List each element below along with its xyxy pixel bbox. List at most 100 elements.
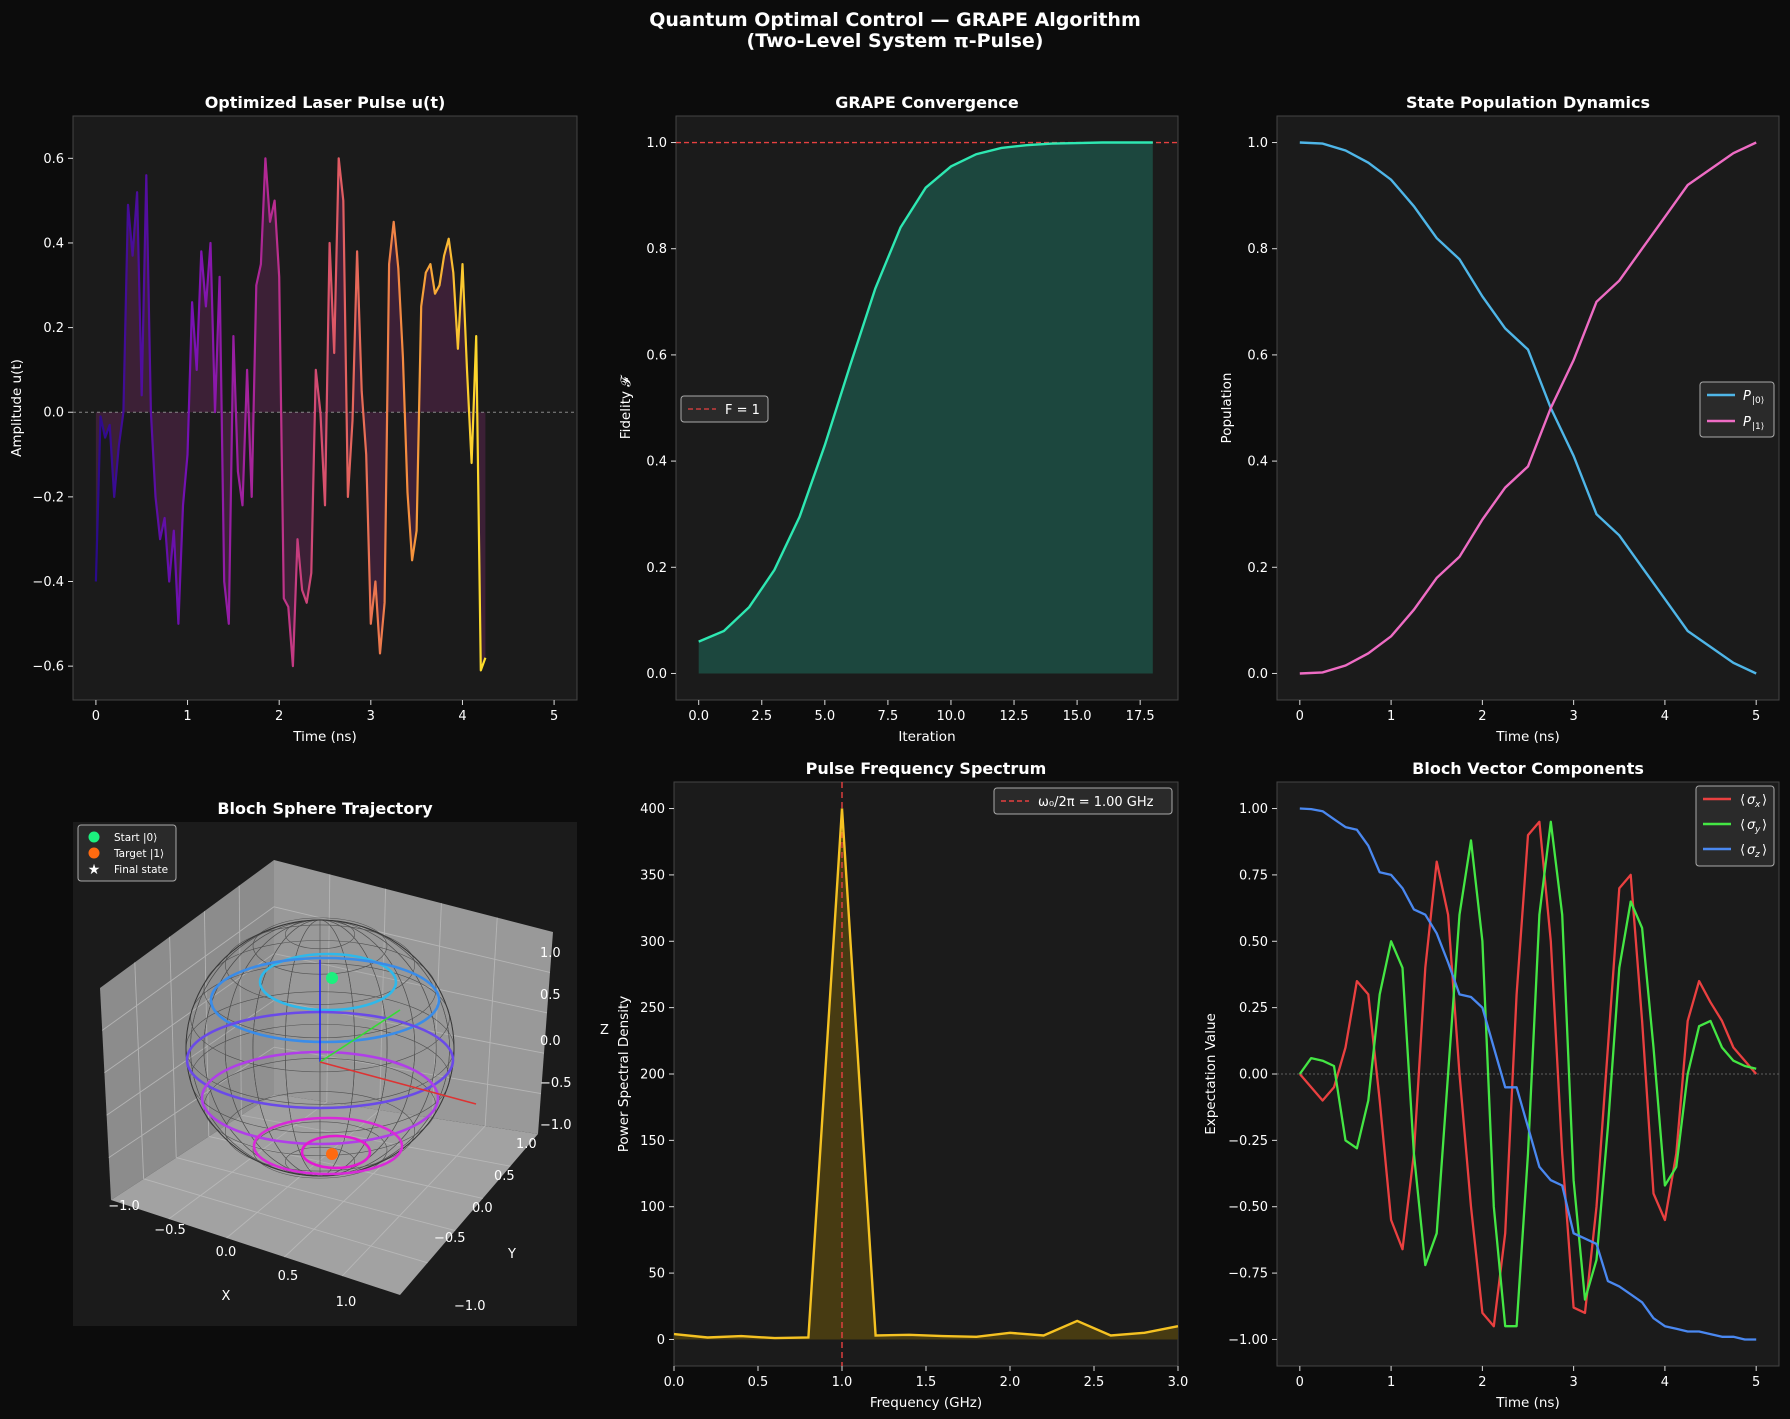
y-tick-label: 250 — [640, 1001, 665, 1016]
x-tick-label: 0.0 — [688, 709, 709, 724]
y-tick-label: 0.2 — [646, 561, 667, 576]
trajectory-ring — [258, 952, 398, 1012]
grid-line — [101, 906, 275, 1031]
x-tick-label: 2.5 — [751, 709, 772, 724]
spectrum-panel: 0.0 0.5 1.0 1.5 2.0 2.5 3.0 0 50 100 150 200 250 300 3… — [616, 759, 1188, 1411]
x-tick-label: 0 — [92, 709, 100, 724]
population-panel: 0 1 2 3 4 5 0.0 0.2 0.4 0.6 0.8 1.0 State Population… — [1219, 93, 1780, 745]
x-tick-label: 0.0 — [216, 1245, 237, 1260]
legend-box — [1695, 785, 1775, 867]
grid-line — [484, 917, 498, 1127]
panel-title: Bloch Sphere Trajectory — [217, 799, 433, 818]
p1-line — [1299, 141, 1757, 675]
legend-bracket: ⟨ — [1740, 843, 1745, 858]
sigma-x-line — [1298, 820, 1758, 1328]
legend-subscript: |0⟩ — [1752, 396, 1764, 406]
y-tick-label: 350 — [640, 868, 665, 883]
y-tick-label: 0.50 — [1239, 935, 1268, 950]
y-axis-arrow — [319, 1009, 401, 1063]
fidelity-fill — [698, 142, 1153, 674]
pulse-panel: 0 1 2 3 4 5 −0.6 −0.4 −0.2 0.0 0.2 0.4 0.6 Optimized … — [9, 93, 578, 745]
z-tick-label: 1.0 — [540, 946, 561, 961]
legend-label: Start |0⟩ — [114, 832, 157, 844]
grid-line — [273, 1046, 542, 1095]
y-tick-label: −0.2 — [32, 490, 64, 505]
x-tick-label: 1.0 — [336, 1295, 357, 1310]
x-axis-arrow — [319, 1061, 477, 1105]
y-tick-label: 50 — [648, 1267, 665, 1282]
y-tick-label: 150 — [640, 1134, 665, 1149]
x-tick-label: 3 — [1569, 709, 1577, 724]
y-tick-label: 1.0 — [646, 136, 667, 151]
legend-label: Final state — [114, 864, 168, 876]
y-tick-label: 0.4 — [43, 236, 64, 251]
p0-line — [1299, 141, 1757, 675]
convergence-panel: 0.0 2.5 5.0 7.5 10.0 12.5 15.0 17.5 0.0 0.2 0.4 0.6… — [618, 93, 1179, 745]
y-tick-label: 1.0 — [1247, 136, 1268, 151]
x-axis-label: Time (ns) — [1495, 1395, 1559, 1411]
y-tick-label: 0.00 — [1239, 1068, 1268, 1083]
x-tick-label: 0 — [1296, 1375, 1304, 1390]
plot-area — [1276, 781, 1780, 1367]
x-tick-label: 2 — [1478, 1375, 1486, 1390]
fidelity-line — [698, 141, 1153, 643]
legend-bracket: ⟩ — [1762, 843, 1767, 858]
legend-label: P — [1743, 415, 1751, 430]
x-tick-label: −1.0 — [108, 1199, 140, 1214]
x-tick-label: 2.5 — [1084, 1375, 1105, 1390]
grid-line — [134, 962, 145, 1179]
grid-line — [341, 1125, 486, 1277]
y-tick-label: −0.6 — [32, 660, 64, 675]
legend-subscript: y — [1754, 825, 1761, 835]
x-tick-label: 1 — [1387, 709, 1395, 724]
pulse-fill — [95, 158, 486, 671]
x-tick-label: 5.0 — [814, 709, 835, 724]
y-tick-label: 100 — [640, 1200, 665, 1215]
legend: Start |0⟩ Target |1⟩ ★ Final state — [77, 824, 177, 882]
legend-marker — [88, 831, 100, 843]
legend-box — [993, 787, 1173, 815]
grid-line — [168, 1101, 328, 1220]
y-tick-label: −1.00 — [1228, 1333, 1268, 1348]
legend-label: F = 1 — [725, 403, 760, 418]
legend-bracket: ⟨ — [1740, 818, 1745, 833]
legend-label: σ — [1747, 818, 1756, 833]
y-tick-label: 0.5 — [494, 1169, 515, 1184]
z-tick-label: 0.0 — [540, 1034, 561, 1049]
x-tick-label: 17.5 — [1126, 709, 1155, 724]
plot-area — [1276, 115, 1780, 701]
y-tick-label: 0.6 — [646, 348, 667, 363]
grid-line — [169, 936, 177, 1158]
legend: F = 1 — [680, 395, 769, 423]
y-tick-label: 0.0 — [472, 1201, 493, 1216]
panel-title: State Population Dynamics — [1406, 93, 1650, 112]
x-tick-label: 4 — [1661, 1375, 1669, 1390]
y-tick-label: 0.8 — [646, 242, 667, 257]
sigma-y-line — [1298, 820, 1757, 1328]
y-tick-label: 0.0 — [646, 667, 667, 682]
bloch-sphere-panel: Bloch Sphere Trajectory 1.0 0.5 0.0 −0.5 −1.0… — [73, 799, 609, 1326]
figure-title: Quantum Optimal Control — GRAPE Algorith… — [649, 9, 1141, 31]
z-tick-label: 0.5 — [540, 988, 561, 1003]
panel-title: Bloch Vector Components — [1412, 759, 1644, 778]
x-tick-label: 1.0 — [832, 1375, 853, 1390]
grid-line — [143, 1178, 428, 1264]
spectrum-line — [673, 808, 1179, 1340]
y-axis-label: Y — [507, 1247, 516, 1262]
x-tick-label: 0.5 — [748, 1375, 769, 1390]
trajectory-ring — [252, 1116, 404, 1176]
legend-marker: ★ — [88, 862, 101, 878]
legend-label: σ — [1747, 843, 1756, 858]
z-axis-label: Z — [600, 1023, 609, 1038]
y-tick-label: 0.2 — [1247, 561, 1268, 576]
bloch-components-panel: 0 1 2 3 4 5 −1.00 −0.75 −0.50 −0.25 0.00 0.25 0.50 0.… — [1203, 759, 1780, 1411]
x-axis-label: Frequency (GHz) — [870, 1395, 982, 1411]
sphere-wireframe — [185, 917, 455, 1179]
y-tick-label: 0.0 — [1247, 667, 1268, 682]
x-tick-label: 1.5 — [916, 1375, 937, 1390]
start-marker — [326, 972, 338, 984]
pulse-line — [94, 157, 487, 672]
y-axis-label: Amplitude u(t) — [9, 359, 25, 457]
y-tick-label: 0.4 — [1247, 455, 1268, 470]
z-tick-label: −0.5 — [540, 1076, 572, 1091]
